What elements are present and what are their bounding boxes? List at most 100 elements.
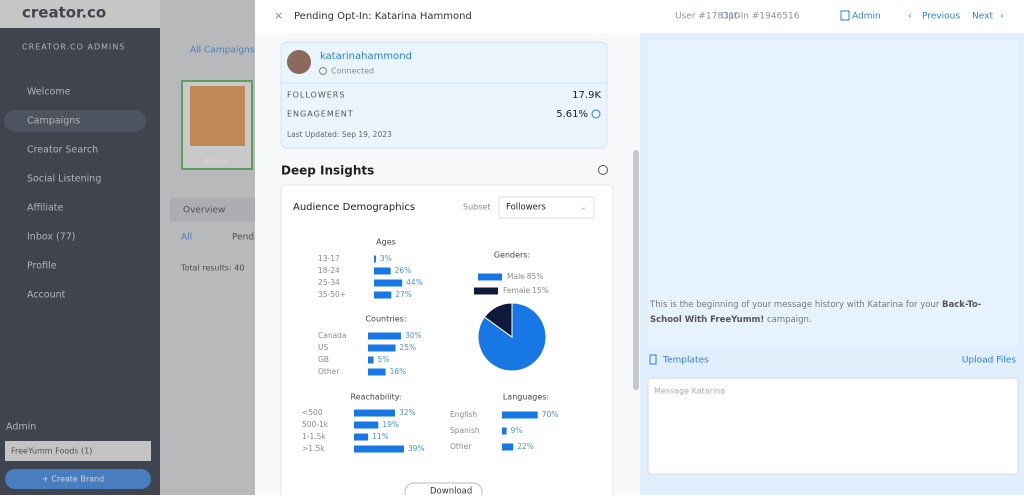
bar <box>368 332 401 340</box>
info-icon[interactable] <box>598 165 608 175</box>
intro: This is the beginning of your message hi… <box>650 298 1012 328</box>
category-label: <500 <box>302 408 323 417</box>
stat-label: ENGAGEMENT <box>287 110 354 119</box>
last-updated: Last Updated: Sep 19, 2023 <box>287 130 392 139</box>
bar <box>374 279 403 287</box>
category-label: 500-1k <box>302 420 329 429</box>
handle[interactable]: katarinahammond <box>320 51 412 62</box>
value-label: 5% <box>378 355 390 364</box>
status: Connected <box>331 67 374 76</box>
intro-text: This is the beginning of your message hi… <box>650 300 943 310</box>
templates[interactable]: Templates <box>662 356 709 366</box>
admin-link[interactable]: Admin <box>852 12 881 22</box>
brand-select[interactable] <box>5 441 151 461</box>
prev-icon: ‹ <box>908 12 912 22</box>
charts: Ages 13-17 3% 18-24 26% 25-34 44% 35-50+ 27% Coun… <box>302 238 558 454</box>
campaign-name: Back-To-School With FreeYumm! <box>650 300 982 325</box>
filter[interactable]: All <box>181 233 192 243</box>
breadcrumb[interactable]: All Campaigns <box>190 46 255 56</box>
legend-value: 15% <box>532 286 549 295</box>
category-label: 18-24 <box>318 266 340 275</box>
admin-label: Admin <box>6 422 36 433</box>
sidebar <box>0 0 160 495</box>
legend-label: Male <box>507 272 525 281</box>
legend-value: 85% <box>527 272 544 281</box>
subset-label: Subset <box>463 203 490 212</box>
value-label: 32% <box>399 408 416 417</box>
card-title: Audience Demographics <box>293 202 415 213</box>
category-label: Canada <box>318 331 347 340</box>
value-label: 25% <box>400 343 417 352</box>
user-id: User #178310 <box>675 12 741 22</box>
value-label: 16% <box>390 367 407 376</box>
bar <box>502 443 514 451</box>
total: Total results: 40 <box>180 264 244 273</box>
templates-icon <box>649 354 657 365</box>
tab[interactable]: Overview <box>183 206 225 216</box>
stat-value: 17.9K <box>572 90 601 101</box>
previous-link[interactable]: Previous <box>922 12 960 22</box>
nav-item[interactable]: Welcome <box>27 87 71 98</box>
bar <box>502 427 507 435</box>
nav-item[interactable]: Profile <box>27 261 57 272</box>
admin-icon <box>840 10 850 21</box>
create-brand: + Create Brand <box>42 475 104 484</box>
bar <box>354 409 395 417</box>
chart-title: Languages: <box>503 393 549 402</box>
value-label: 30% <box>405 331 422 340</box>
message-history <box>648 40 1018 345</box>
demographics-card <box>280 184 614 499</box>
value-label: 19% <box>382 420 399 429</box>
category-label: 13-17 <box>318 254 340 263</box>
next-icon: › <box>1000 12 1004 22</box>
logo: creator.co <box>22 4 106 22</box>
nav-item[interactable]: Campaigns <box>27 116 80 127</box>
dropdown-arrow: ⌄ <box>580 203 587 212</box>
nav-item[interactable]: Creator Search <box>27 145 98 156</box>
stat-value: 5.61% <box>556 109 588 120</box>
pie-slice <box>483 302 513 338</box>
legend-label: Female <box>503 286 531 295</box>
value-label: 26% <box>395 266 412 275</box>
nav-item[interactable]: Account <box>27 290 66 301</box>
nav-item[interactable]: Social Listening <box>27 174 101 185</box>
filter[interactable]: Pend <box>232 233 254 243</box>
category-label: Other <box>450 442 472 451</box>
legend-swatch <box>478 273 502 281</box>
category-label: Spanish <box>450 426 480 435</box>
insights-title: Deep Insights <box>281 164 374 178</box>
upload-files[interactable]: Upload Files <box>962 356 1016 366</box>
profile-card <box>280 41 608 149</box>
nav-item[interactable]: Affiliate <box>27 203 64 214</box>
next-link[interactable]: Next <box>972 12 993 22</box>
message-input[interactable] <box>647 377 1019 475</box>
value-label: 22% <box>517 442 534 451</box>
bar <box>354 421 379 429</box>
connected-icon <box>319 67 327 75</box>
bar <box>368 368 386 376</box>
category-label: 35-50+ <box>318 290 346 299</box>
stat-label: FOLLOWERS <box>287 91 345 100</box>
brand: FreeYumm Foods (1) <box>11 447 92 456</box>
bar <box>368 344 396 352</box>
subset-dropdown[interactable] <box>498 196 595 219</box>
category-label: US <box>318 343 328 352</box>
chart-title: Ages <box>376 238 396 247</box>
scrollbar[interactable] <box>633 150 639 390</box>
category-label: 1-1.5k <box>302 432 326 441</box>
modal-title: Pending Opt-In: Katarina Hammond <box>294 11 472 22</box>
admins-title: CREATOR.CO ADMINS <box>22 43 125 52</box>
chart-title: Reachability: <box>350 393 401 402</box>
info-icon[interactable] <box>591 109 601 119</box>
legend-swatch <box>474 287 498 295</box>
nav-active <box>4 110 146 132</box>
close-icon[interactable]: × <box>274 9 283 22</box>
create-brand-button[interactable] <box>5 469 151 489</box>
opt-in-id: Opt-In #1946516 <box>721 12 800 22</box>
chart-title: Genders: <box>494 251 530 260</box>
nav-item[interactable]: Inbox (77) <box>27 232 76 243</box>
bar <box>368 356 374 364</box>
value-label: 9% <box>511 426 523 435</box>
category-label: Other <box>318 367 340 376</box>
bar <box>354 445 404 453</box>
